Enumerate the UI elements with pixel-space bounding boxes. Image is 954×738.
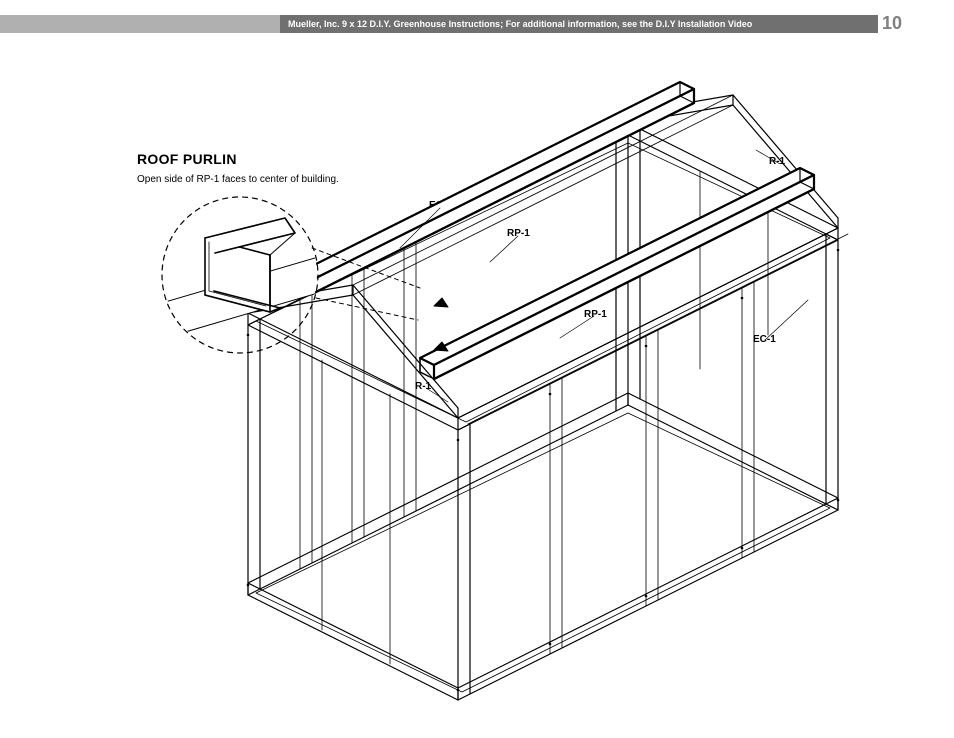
page: Mueller, Inc. 9 x 12 D.I.Y. Greenhouse I… [0,0,954,738]
isometric-diagram [0,0,954,738]
